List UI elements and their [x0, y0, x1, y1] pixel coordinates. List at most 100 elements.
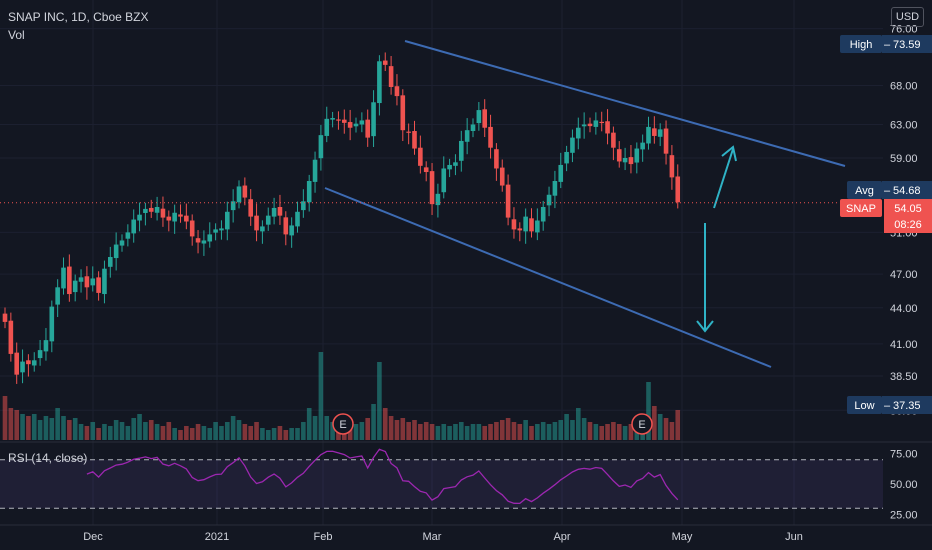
volume-bar: [131, 418, 136, 440]
volume-bar: [371, 404, 376, 440]
candle: [587, 123, 593, 127]
price-label-name: Low: [854, 400, 874, 412]
volume-bar: [459, 422, 464, 440]
candle: [546, 194, 552, 206]
candle: [26, 360, 31, 365]
volume-bar: [657, 414, 663, 440]
price-tick-label: 68.00: [890, 80, 918, 92]
price-label-low: Low –37.35: [847, 396, 932, 414]
volume-bar: [494, 422, 499, 440]
upper-trendline: [404, 40, 846, 167]
volume-bar: [406, 422, 411, 440]
volume-bar: [219, 426, 224, 440]
candle: [412, 131, 417, 149]
price-label-name-bg: [840, 35, 882, 53]
price-label-avg: Avg –54.68: [847, 181, 932, 199]
volume-bar: [301, 422, 306, 440]
price-label-value-bg: [882, 35, 932, 53]
volume-bar: [581, 418, 587, 440]
price-tick-label: 63.00: [890, 119, 918, 131]
volume-bar: [330, 422, 335, 440]
volume-bar: [646, 382, 651, 440]
candle: [283, 217, 289, 235]
volume-bar: [587, 422, 593, 440]
earnings-marker-circle: [332, 413, 354, 435]
candle: [148, 207, 154, 212]
volume-bar: [166, 422, 172, 440]
volume-bar: [55, 408, 60, 440]
candle: [108, 257, 113, 267]
candle: [628, 157, 634, 165]
volume-bar: [242, 424, 248, 440]
rsi-pane: 75.00 50.00 25.00 RSI (14, close): [0, 448, 918, 521]
volume-bar: [353, 424, 359, 440]
candle: [646, 126, 651, 144]
volume-bar: [552, 422, 558, 440]
volume-bar: [400, 418, 406, 440]
volume-bar: [675, 410, 681, 440]
volume-bar: [213, 422, 218, 440]
candle: [113, 244, 119, 259]
candle: [669, 155, 675, 178]
price-label-name: High: [850, 39, 873, 51]
volume-bar: [195, 424, 201, 440]
candle: [306, 180, 312, 203]
candle: [657, 129, 663, 137]
candle: [225, 211, 230, 230]
candle: [160, 208, 166, 218]
volume-bar: [359, 422, 365, 440]
volume-bar: [178, 430, 183, 440]
volume-bar: [61, 416, 66, 440]
candle: [131, 219, 136, 234]
volume-bar: [429, 424, 435, 440]
price-label-value: 73.59: [893, 39, 921, 51]
rsi-band: [0, 459, 883, 509]
volume-bar: [137, 414, 142, 440]
up-arrow: [713, 148, 734, 209]
rsi-tick-label: 75.00: [890, 449, 918, 461]
volume-bar: [622, 426, 628, 440]
candle: [265, 215, 271, 225]
candle: [622, 157, 628, 163]
currency-button[interactable]: USD: [891, 7, 924, 27]
volume-bar: [535, 424, 540, 440]
lower-trendline: [324, 187, 772, 368]
candle: [189, 220, 195, 237]
candle: [14, 352, 19, 375]
rsi-title: RSI (14, close): [8, 451, 87, 465]
price-tick-label: 44.00: [890, 303, 918, 315]
candle: [388, 66, 394, 87]
candle: [90, 278, 96, 286]
candle: [599, 121, 604, 124]
volume-bars: [2, 352, 681, 440]
volume-bar: [441, 424, 447, 440]
candle: [102, 268, 107, 295]
volume-bar: [67, 420, 72, 440]
price-axis: 76.0068.0063.0059.0051.0047.0044.0041.00…: [890, 24, 918, 418]
volume-bar: [435, 426, 441, 440]
volume-bar: [523, 420, 528, 440]
candle: [125, 232, 131, 239]
candle: [230, 201, 236, 211]
volume-bar: [96, 428, 101, 440]
candle: [43, 340, 49, 352]
candle: [49, 306, 55, 342]
volume-bar: [365, 418, 370, 440]
volume-bar: [564, 414, 569, 440]
volume-bar: [26, 416, 31, 440]
candle: [453, 162, 458, 166]
volume-bar: [599, 426, 604, 440]
volume-bar: [84, 426, 90, 440]
volume-bar: [90, 422, 96, 440]
volume-bar: [488, 424, 493, 440]
volume-bar: [125, 426, 131, 440]
time-tick-label: 2021: [205, 531, 229, 543]
volume-bar: [78, 424, 84, 440]
volume-bar: [271, 428, 277, 440]
candle: [640, 142, 645, 150]
volume-bar: [511, 422, 517, 440]
candle: [312, 159, 318, 182]
volume-bar: [37, 420, 43, 440]
candle: [535, 220, 540, 233]
